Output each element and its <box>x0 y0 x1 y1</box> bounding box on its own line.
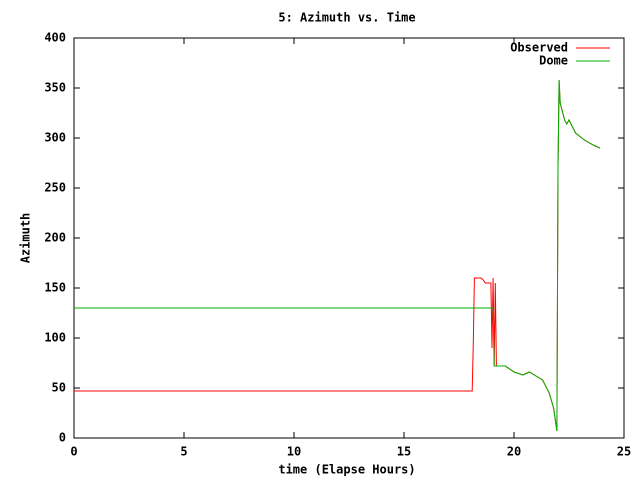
y-tick-label: 400 <box>44 31 66 45</box>
data-line <box>74 79 601 432</box>
chart-title: 5: Azimuth vs. Time <box>278 11 415 25</box>
x-tick-label: 10 <box>287 445 301 459</box>
x-tick-label: 0 <box>70 445 77 459</box>
y-tick-label: 300 <box>44 131 66 145</box>
x-tick-label: 5 <box>180 445 187 459</box>
y-tick-label: 200 <box>44 231 66 245</box>
legend-label: Dome <box>539 54 568 68</box>
legend-label: Observed <box>510 41 568 55</box>
y-tick-label: 50 <box>52 381 66 395</box>
x-tick-label: 15 <box>397 445 411 459</box>
x-axis-label: time (Elapse Hours) <box>278 463 415 477</box>
x-tick-label: 25 <box>617 445 631 459</box>
y-tick-label: 100 <box>44 331 66 345</box>
y-axis-label: Azimuth <box>19 213 33 264</box>
y-tick-label: 350 <box>44 81 66 95</box>
x-tick-label: 20 <box>507 445 521 459</box>
y-tick-label: 0 <box>59 431 66 445</box>
y-tick-label: 150 <box>44 281 66 295</box>
y-tick-label: 250 <box>44 181 66 195</box>
